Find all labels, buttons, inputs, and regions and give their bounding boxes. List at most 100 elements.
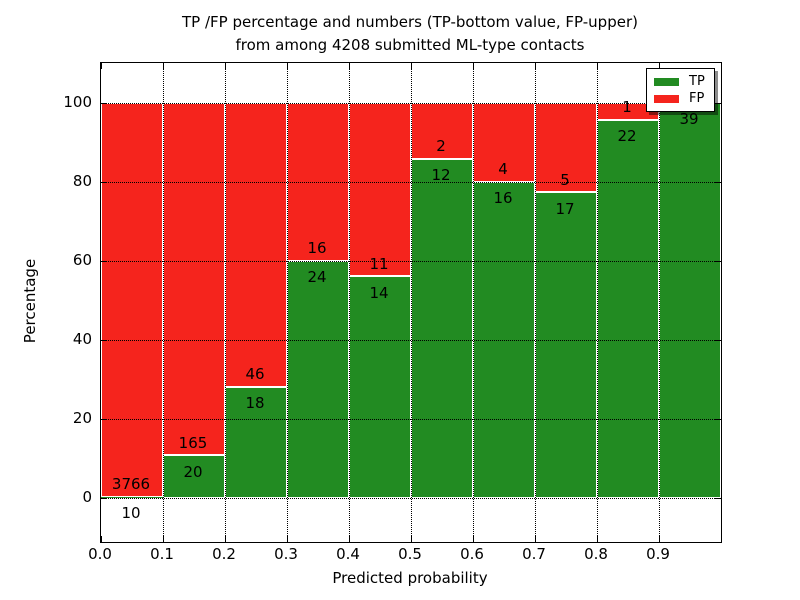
fp-bar-segment [101, 102, 163, 497]
x-tick-top [411, 63, 413, 69]
y-tick-label: 40 [72, 329, 92, 348]
x-tick-top [225, 63, 227, 69]
x-tick-top [287, 63, 289, 69]
x-tick-label: 0.5 [398, 545, 422, 563]
fp-bar-segment [163, 102, 225, 455]
fp-swatch [654, 94, 679, 103]
y-tick-label: 60 [72, 250, 92, 269]
tp-count-label: 16 [493, 189, 513, 208]
y-tick-right [715, 102, 721, 104]
tp-bar-segment [411, 158, 473, 498]
y-tick-right [715, 181, 721, 183]
x-gridline [349, 63, 350, 542]
fp-count-label: 2 [436, 137, 446, 156]
tp-bar-segment [597, 119, 659, 498]
tp-count-label: 10 [121, 504, 141, 523]
legend-item-fp: FP [654, 92, 707, 105]
x-tick [101, 536, 103, 542]
x-tick-top [101, 63, 103, 69]
fp-bar-segment [287, 102, 349, 261]
tp-count-label: 17 [555, 199, 575, 218]
tp-bar-segment [659, 102, 721, 498]
tp-swatch [654, 77, 679, 86]
fp-count-label: 1 [622, 98, 632, 117]
fp-bar-segment [225, 102, 287, 387]
tp-bar-segment [101, 496, 163, 498]
x-tick [349, 536, 351, 542]
fp-count-label: 46 [245, 365, 265, 384]
tp-count-label: 39 [679, 110, 699, 129]
x-gridline [535, 63, 536, 542]
x-tick-top [597, 63, 599, 69]
x-tick-label: 0.2 [212, 545, 236, 563]
x-tick-label: 0.9 [646, 545, 670, 563]
x-tick-label: 0.7 [522, 545, 546, 563]
x-tick-label: 0.4 [336, 545, 360, 563]
y-tick [101, 339, 107, 341]
fp-bar-segment [349, 102, 411, 277]
y-tick-label: 0 [82, 487, 92, 506]
x-tick [473, 536, 475, 542]
x-tick-label: 0.3 [274, 545, 298, 563]
x-tick-label: 0.6 [460, 545, 484, 563]
y-tick [101, 497, 107, 500]
x-gridline [287, 63, 288, 542]
tp-bar-segment [287, 260, 349, 498]
x-tick-top [349, 63, 351, 69]
x-tick-top [473, 63, 475, 69]
x-gridline [225, 63, 226, 542]
fp-count-label: 165 [178, 433, 208, 452]
y-tick-right [715, 339, 721, 341]
x-gridline [659, 63, 660, 542]
x-tick [225, 536, 227, 542]
y-tick-right [715, 260, 721, 262]
x-tick-top [659, 63, 661, 69]
x-tick [597, 536, 599, 542]
y-tick-right [715, 418, 721, 420]
x-tick [659, 536, 661, 542]
tp-count-label: 12 [431, 166, 451, 185]
x-tick-top [163, 63, 165, 69]
x-tick [287, 536, 289, 542]
y-tick-right [715, 497, 721, 500]
tp-count-label: 24 [307, 268, 327, 287]
tp-bar-segment [349, 276, 411, 498]
y-tick [101, 418, 107, 420]
x-tick-label: 0.8 [584, 545, 608, 563]
x-tick [535, 536, 537, 542]
fp-count-label: 3766 [111, 475, 151, 494]
x-gridline [597, 63, 598, 542]
chart-title-line1: TP /FP percentage and numbers (TP-bottom… [182, 13, 638, 31]
fp-count-label: 4 [498, 160, 508, 179]
tp-count-label: 20 [183, 462, 203, 481]
x-gridline [411, 63, 412, 542]
tp-count-label: 14 [369, 283, 389, 302]
fp-count-label: 16 [307, 239, 327, 258]
y-tick-label: 100 [63, 92, 92, 111]
x-tick-label: 0.0 [88, 545, 112, 563]
x-tick-top [535, 63, 537, 69]
legend: TP FP [646, 68, 715, 112]
legend-label-fp: FP [689, 91, 705, 106]
chart-title-line2: from among 4208 submitted ML-type contac… [235, 36, 585, 54]
y-tick [101, 102, 107, 104]
x-gridline [473, 63, 474, 542]
x-tick-label: 0.1 [150, 545, 174, 563]
fp-bar-segment [411, 102, 473, 159]
fp-count-label: 11 [369, 254, 389, 273]
plot-area: TP FP [100, 62, 722, 543]
x-gridline [163, 63, 164, 542]
legend-item-tp: TP [654, 75, 707, 88]
fp-count-label: 5 [560, 170, 570, 189]
y-tick-label: 80 [72, 171, 92, 190]
y-tick [101, 181, 107, 183]
x-tick [411, 536, 413, 542]
tp-bar-segment [535, 192, 597, 498]
tp-count-label: 22 [617, 127, 637, 146]
x-tick [163, 536, 165, 542]
legend-label-tp: TP [689, 74, 705, 89]
y-tick [101, 260, 107, 262]
x-axis-label: Predicted probability [332, 569, 488, 587]
tp-count-label: 18 [245, 394, 265, 413]
